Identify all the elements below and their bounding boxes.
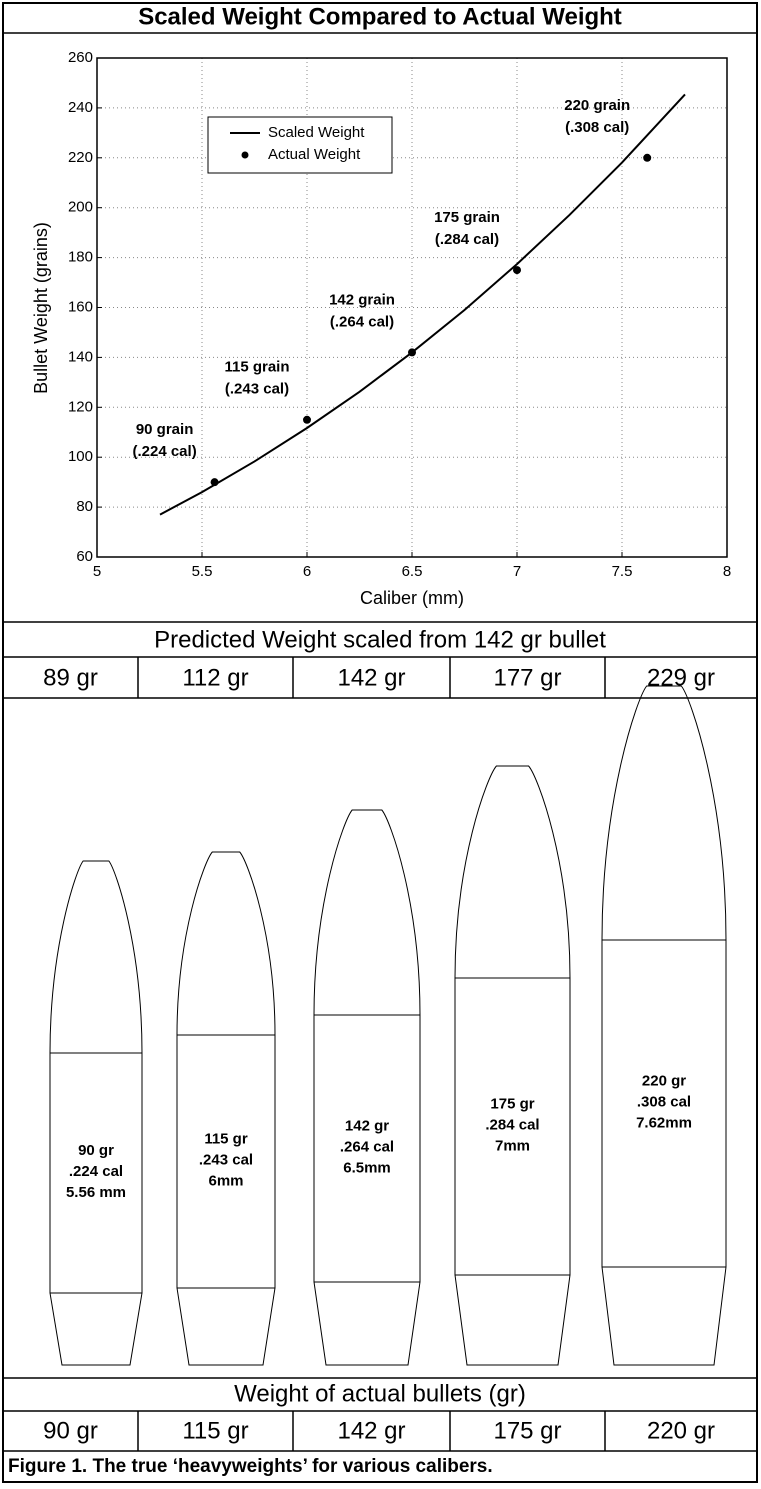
table-cell: 177 gr	[493, 664, 561, 691]
y-tick-label: 60	[76, 548, 93, 565]
table-cell: 229 gr	[647, 664, 715, 691]
y-tick-label: 120	[68, 398, 93, 415]
x-tick-label: 8	[723, 563, 731, 580]
bullet-label: .243 cal	[199, 1151, 253, 1168]
bullet-label: .264 cal	[340, 1138, 394, 1155]
actual-heading: Weight of actual bullets (gr)	[234, 1380, 526, 1407]
annotation: (.284 cal)	[435, 231, 499, 248]
legend-swatch	[242, 152, 249, 159]
actual-weight-point	[211, 478, 219, 486]
annotation: (.308 cal)	[565, 119, 629, 136]
y-tick-label: 220	[68, 149, 93, 166]
bullet-label: 90 gr	[78, 1142, 114, 1159]
y-tick-label: 240	[68, 99, 93, 116]
annotation: 142 grain	[329, 291, 395, 308]
bullet-label: .224 cal	[69, 1163, 123, 1180]
table-cell: 175 gr	[493, 1417, 561, 1444]
y-tick-label: 200	[68, 199, 93, 216]
annotation: 90 grain	[136, 421, 194, 438]
outer-border	[3, 3, 757, 1482]
annotation: 175 grain	[434, 209, 500, 226]
bullet-label: 7.62mm	[636, 1114, 692, 1131]
x-tick-label: 6.5	[402, 563, 423, 580]
bullet-label: .284 cal	[485, 1116, 539, 1133]
legend-label: Actual Weight	[268, 146, 361, 163]
x-tick-label: 5	[93, 563, 101, 580]
y-tick-label: 260	[68, 49, 93, 66]
caption: Figure 1. The true ‘heavyweights’ for va…	[8, 1456, 493, 1477]
bullet-outline	[602, 686, 726, 1365]
annotation: 115 grain	[224, 359, 289, 376]
annotation: (.264 cal)	[330, 313, 394, 330]
actual-weight-point	[643, 154, 651, 162]
bullet-label: 115 gr	[204, 1130, 248, 1147]
bullet-outline	[50, 861, 142, 1365]
actual-weight-point	[303, 416, 311, 424]
annotation: (.224 cal)	[132, 443, 196, 460]
y-tick-label: 180	[68, 249, 93, 266]
table-cell: 90 gr	[43, 1417, 98, 1444]
x-axis-label: Caliber (mm)	[360, 588, 464, 608]
bullet-label: 6.5mm	[343, 1159, 391, 1176]
table-cell: 89 gr	[43, 664, 98, 691]
table-cell: 115 gr	[182, 1417, 248, 1444]
figure: Scaled Weight Compared to Actual Weight …	[0, 0, 761, 1489]
bullet-label: 220 gr	[642, 1072, 686, 1089]
x-tick-label: 7.5	[612, 563, 633, 580]
y-tick-label: 100	[68, 448, 93, 465]
bullet-label: 142 gr	[345, 1117, 389, 1134]
bullet-label: 175 gr	[490, 1095, 534, 1112]
actual-weight-point	[408, 348, 416, 356]
annotation: 220 grain	[564, 97, 630, 114]
y-axis-label: Bullet Weight (grains)	[31, 222, 51, 394]
y-tick-label: 80	[76, 498, 93, 515]
bullet-label: 6mm	[208, 1172, 243, 1189]
annotation: (.243 cal)	[225, 381, 289, 398]
y-tick-label: 140	[68, 348, 93, 365]
predicted-heading: Predicted Weight scaled from 142 gr bull…	[154, 626, 606, 653]
table-cell: 142 gr	[337, 664, 405, 691]
table-lines	[3, 33, 757, 1451]
bullet-label: .308 cal	[637, 1093, 691, 1110]
bullet-label: 5.56 mm	[66, 1184, 126, 1201]
table-cell: 220 gr	[647, 1417, 715, 1444]
table-cell: 112 gr	[182, 664, 248, 691]
x-tick-label: 5.5	[192, 563, 213, 580]
actual-weight-point	[513, 266, 521, 274]
legend-label: Scaled Weight	[268, 124, 365, 141]
chart-title: Scaled Weight Compared to Actual Weight	[138, 3, 622, 30]
x-tick-label: 6	[303, 563, 311, 580]
bullet-label: 7mm	[495, 1137, 530, 1154]
table-cell: 142 gr	[337, 1417, 405, 1444]
x-tick-label: 7	[513, 563, 521, 580]
y-tick-label: 160	[68, 298, 93, 315]
